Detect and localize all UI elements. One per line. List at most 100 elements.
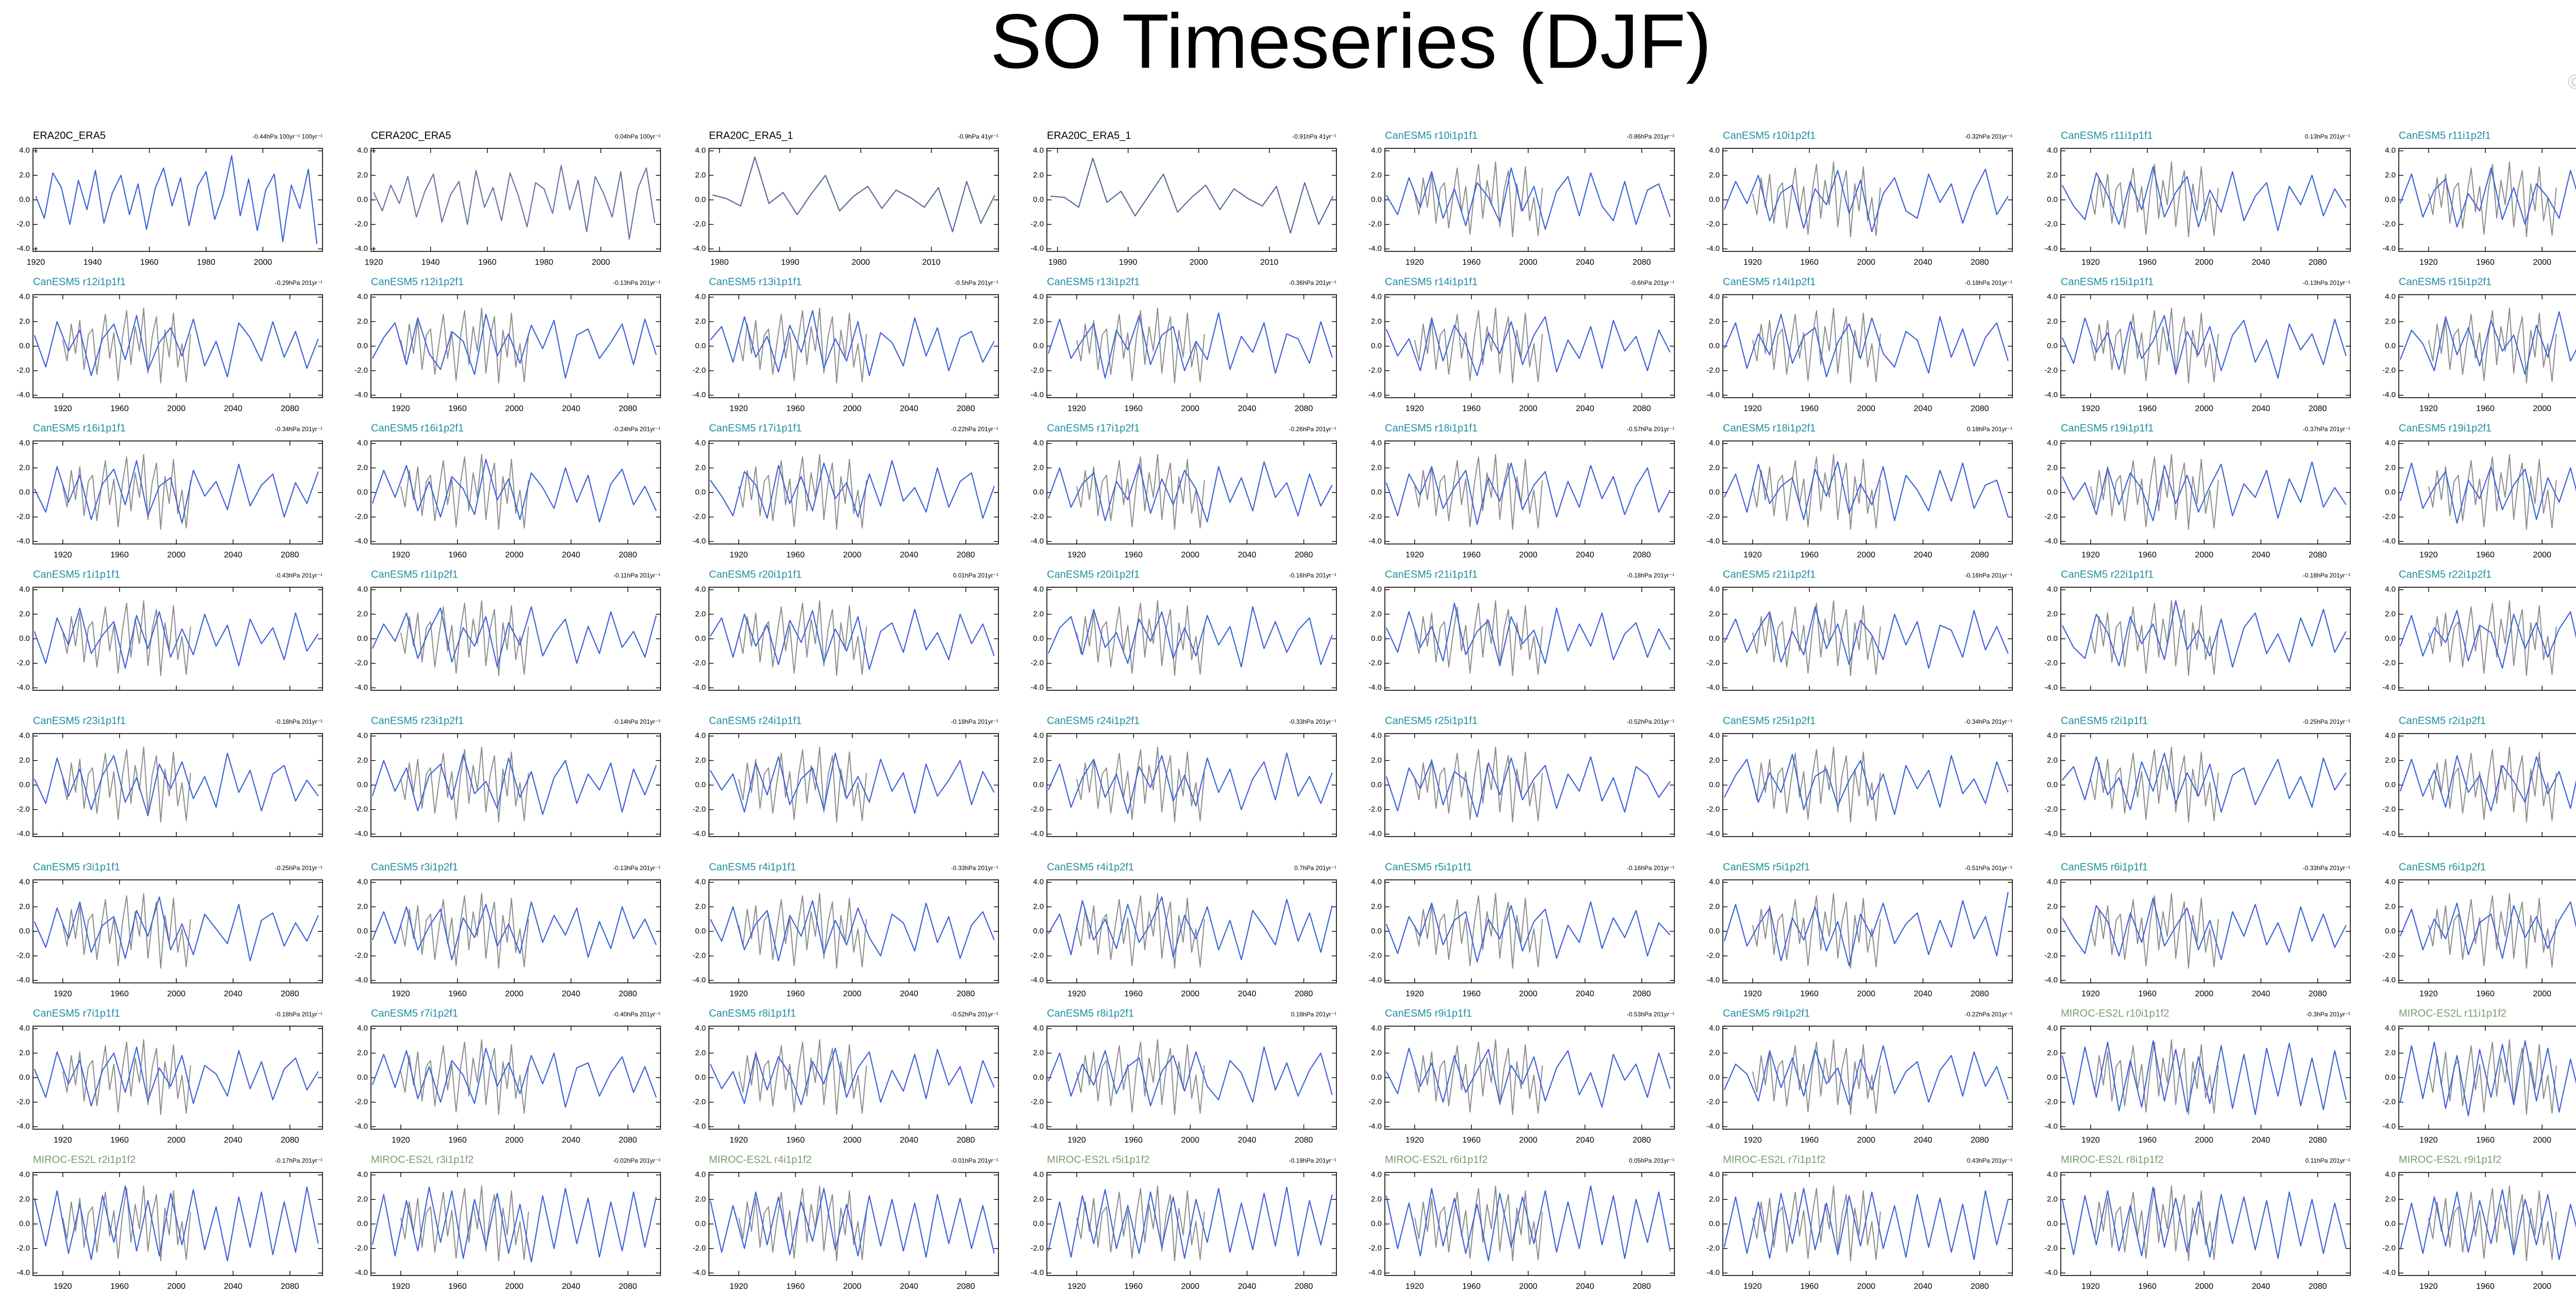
series-line (1723, 168, 2009, 232)
x-tick-label: 1920 (1743, 404, 1762, 413)
x-tick-label: 1920 (1067, 404, 1086, 413)
y-tick-label: -2.0 (1368, 513, 1382, 521)
observed-line (1076, 893, 1205, 969)
y-tick-label: 0.0 (695, 1219, 706, 1228)
observed-line (1752, 1185, 1881, 1262)
trend-label: -0.9hPa 41yr⁻¹ (958, 133, 998, 140)
trend-label: -0.24hPa 201yr⁻¹ (613, 426, 660, 433)
y-tick-label: 2.0 (695, 463, 706, 472)
y-tick-label: 2.0 (357, 609, 368, 618)
y-tick-label: -2.0 (692, 366, 706, 375)
trend-label: -0.14hPa 201yr⁻¹ (613, 718, 660, 725)
x-tick-label: 1920 (1743, 1136, 1762, 1145)
y-tick-label: 4.0 (1033, 1170, 1044, 1179)
x-tick-label: 1960 (110, 1282, 129, 1291)
y-tick-label: -2.0 (692, 659, 706, 668)
panel-title: MIROC-ES2L r2i1p1f2 (33, 1154, 135, 1165)
x-tick-label: 1960 (2476, 1136, 2495, 1145)
series-line (33, 1185, 319, 1262)
y-tick-label: 0.0 (1371, 1219, 1382, 1228)
y-tick-label: 4.0 (1709, 585, 1720, 594)
x-tick-label: 2000 (505, 990, 523, 998)
y-tick-label: 0.0 (1371, 634, 1382, 643)
y-tick-label: 0.0 (19, 195, 30, 204)
y-tick-label: -2.0 (2044, 1244, 2058, 1253)
y-tick-label: 2.0 (1371, 1195, 1382, 1203)
series-line (1723, 1187, 2009, 1261)
x-tick-label: 1960 (1124, 404, 1143, 413)
y-tick-label: 4.0 (2047, 146, 2058, 155)
y-tick-label: -4.0 (1030, 683, 1044, 692)
x-tick-label: 2080 (2309, 1282, 2327, 1291)
y-tick-label: -4.0 (1030, 1268, 1044, 1277)
y-tick-label: 2.0 (1371, 609, 1382, 618)
x-tick-label: 1960 (1800, 990, 1819, 998)
observed-line (400, 1185, 529, 1262)
observed-line (1752, 893, 1881, 969)
y-tick-label: -4.0 (2382, 1122, 2396, 1131)
y-tick-label: -2.0 (1368, 220, 1382, 229)
x-tick-label: 2000 (843, 551, 861, 559)
x-tick-label: 2040 (1576, 1282, 1595, 1291)
panel-title: CanESM5 r19i1p2f1 (2399, 422, 2492, 434)
x-tick-label: 1960 (2476, 551, 2495, 559)
y-tick-label: -4.0 (1368, 829, 1382, 838)
y-tick-label: 4.0 (19, 1170, 30, 1179)
x-tick-label: 2000 (2195, 990, 2213, 998)
trend-label: 0.18hPa 201yr⁻¹ (1291, 1011, 1336, 1018)
y-tick-label: -2.0 (1706, 366, 1720, 375)
y-tick-label: 2.0 (695, 1195, 706, 1203)
panel-title: CanESM5 r18i1p1f1 (1385, 422, 1478, 434)
series-line (2399, 901, 2576, 959)
y-tick-label: 4.0 (695, 1024, 706, 1033)
x-tick-label: 1960 (786, 404, 805, 413)
y-tick-label: -4.0 (1368, 683, 1382, 692)
panel-title: CanESM5 r2i1p2f1 (2399, 715, 2486, 726)
series-line (709, 1187, 995, 1258)
y-tick-label: 2.0 (1371, 1048, 1382, 1057)
y-tick-label: -2.0 (692, 513, 706, 521)
x-tick-label: 2000 (1857, 990, 1875, 998)
panel-title: MIROC-ES2L r8i1p1f2 (2061, 1154, 2163, 1165)
y-tick-label: 0.0 (2047, 195, 2058, 204)
x-tick-label: 2000 (1857, 551, 1875, 559)
y-tick-label: 0.0 (1709, 1219, 1720, 1228)
x-tick-label: 2040 (1576, 551, 1595, 559)
y-tick-label: 0.0 (2047, 780, 2058, 789)
y-tick-label: 0.0 (2047, 927, 2058, 935)
y-tick-label: 4.0 (2385, 1024, 2396, 1033)
panel-title: CanESM5 r12i1p2f1 (371, 276, 464, 287)
trend-label: -0.16hPa 201yr⁻¹ (1965, 572, 2012, 579)
x-tick-label: 1960 (2138, 404, 2157, 413)
y-tick-label: -4.0 (16, 683, 30, 692)
y-tick-label: 2.0 (1033, 609, 1044, 618)
series-line (2399, 167, 2576, 228)
x-tick-label: 2000 (843, 1282, 861, 1291)
y-tick-label: -2.0 (1030, 951, 1044, 960)
y-tick-label: 4.0 (1371, 1024, 1382, 1033)
x-tick-label: 1960 (1124, 1282, 1143, 1291)
y-tick-label: -4.0 (1030, 244, 1044, 253)
series-line (709, 310, 995, 377)
y-tick-label: 0.0 (2385, 1219, 2396, 1228)
x-tick-label: 2000 (852, 258, 870, 267)
x-tick-label: 2040 (1576, 404, 1595, 413)
y-tick-label: 0.0 (1709, 195, 1720, 204)
y-tick-label: -2.0 (2044, 1098, 2058, 1107)
observed-line (1752, 161, 1881, 237)
y-tick-label: 2.0 (1033, 463, 1044, 472)
x-tick-label: 2080 (619, 990, 637, 998)
y-tick-label: 4.0 (1033, 146, 1044, 155)
series-line (1723, 461, 2009, 521)
y-tick-label: 2.0 (695, 1048, 706, 1057)
x-tick-label: 1990 (781, 258, 800, 267)
x-tick-label: 1960 (1124, 551, 1143, 559)
trend-label: -0.33hPa 201yr⁻¹ (2303, 864, 2350, 872)
observed-line (1076, 1185, 1205, 1262)
y-tick-label: -4.0 (1368, 244, 1382, 253)
series-line (371, 754, 657, 815)
x-tick-label: 2000 (167, 990, 185, 998)
x-tick-label: 2000 (1857, 258, 1875, 267)
observed-line (2090, 893, 2219, 969)
y-tick-label: -2.0 (2382, 1244, 2396, 1253)
